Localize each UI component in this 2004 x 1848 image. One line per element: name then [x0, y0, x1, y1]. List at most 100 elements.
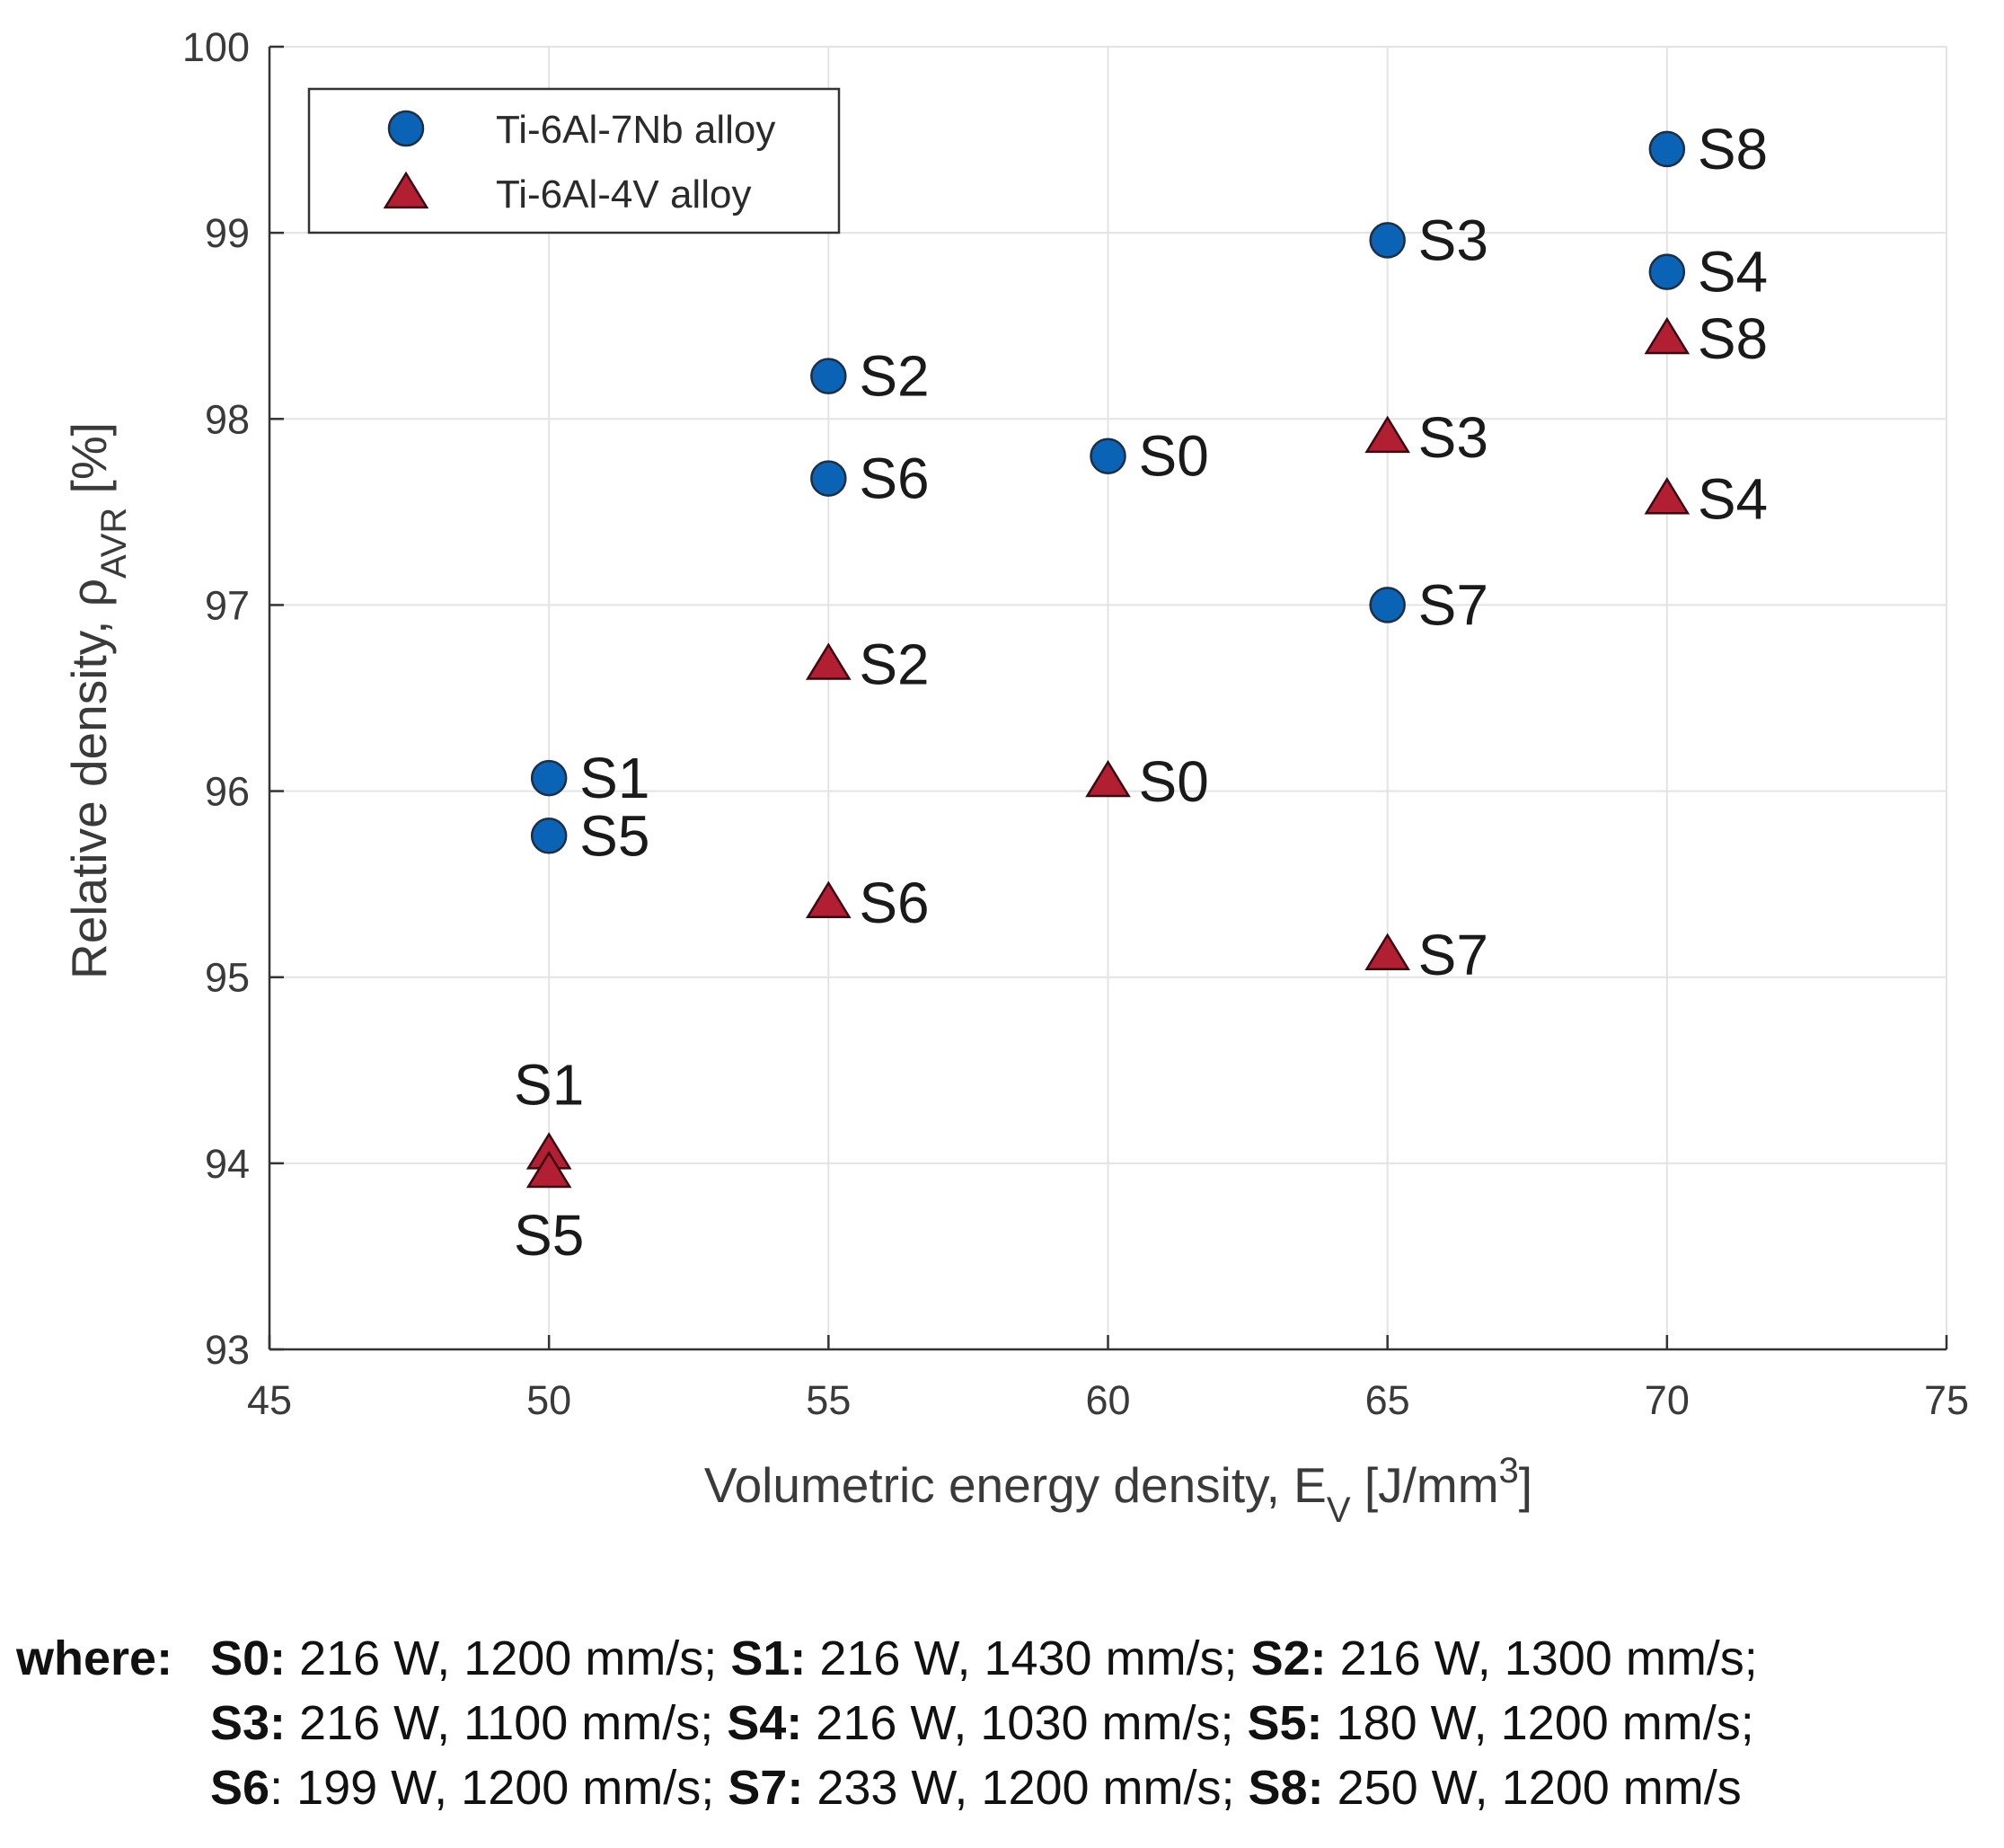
y-tick-label: 100 — [182, 24, 250, 70]
y-axis-title-unit: [%] — [61, 422, 117, 508]
footnote-key: S4: — [727, 1696, 803, 1750]
circle-marker-s5 — [530, 818, 568, 854]
y-axis-title-subscript: AVR — [94, 508, 134, 579]
grid — [269, 46, 1947, 1350]
y-tick-label: 96 — [205, 769, 250, 815]
footnote-value: 250 W, 1200 mm/s — [1323, 1761, 1742, 1815]
circle-marker-s3 — [1369, 222, 1406, 259]
footnote-item: S1: 216 W, 1430 mm/s; — [730, 1631, 1250, 1685]
legend-triangle-icon — [383, 171, 429, 209]
footnote-item: S2: 216 W, 1300 mm/s; — [1251, 1631, 1758, 1685]
y-axis-title-main: Relative density, ρ — [61, 579, 117, 979]
circle-marker-s2 — [810, 358, 847, 394]
x-axis-ticks: 45 50 55 60 65 70 75 — [247, 1335, 1969, 1423]
footnote-key: S5: — [1247, 1696, 1323, 1750]
point-label-s7: S7 — [1418, 572, 1488, 637]
legend: Ti-6Al-7Nb alloy Ti-6Al-4V alloy — [307, 87, 841, 234]
triangle-marker-s4 — [1644, 476, 1691, 515]
point-label-s8: S8 — [1698, 306, 1768, 371]
legend-circle-icon — [387, 110, 425, 147]
legend-entry-label: Ti-6Al-7Nb alloy — [496, 108, 775, 152]
x-tick-label: 60 — [1085, 1377, 1130, 1423]
footnote-item: S7: 233 W, 1200 mm/s; — [728, 1761, 1248, 1815]
footnote-line: where: S0: 216 W, 1200 mm/s; S1: 216 W, 1… — [0, 1626, 2004, 1691]
point-label-s4: S4 — [1698, 466, 1768, 531]
point-label-s6: S6 — [859, 447, 929, 511]
y-tick-label: 93 — [205, 1327, 250, 1373]
footnote-item: S0: 216 W, 1200 mm/s; — [210, 1631, 730, 1685]
y-axis-title: Relative density, ρAVR [%] — [61, 422, 134, 979]
footnote: where: S0: 216 W, 1200 mm/s; S1: 216 W, 1… — [0, 1626, 2004, 1820]
footnote-key: S3: — [210, 1696, 287, 1750]
y-tick-label: 98 — [205, 396, 250, 442]
x-tick-label: 75 — [1924, 1377, 1969, 1423]
footnote-item: S8: 250 W, 1200 mm/s — [1249, 1761, 1742, 1815]
x-tick-label: 50 — [526, 1377, 571, 1423]
y-tick-label: 95 — [205, 955, 250, 1001]
footnote-key: S2: — [1250, 1631, 1327, 1685]
data-points — [525, 130, 1691, 1189]
point-label-s0: S0 — [1139, 749, 1209, 814]
x-axis-title: Volumetric energy density, EV [J/mm3] — [704, 1451, 1532, 1530]
point-labels: S0 S1 S2 S3 S4 S5 S6 S7 S8 S0 S1 S2 S3 S4 S5 S6 S7 S8 — [514, 117, 1768, 1268]
point-label-s2: S2 — [859, 632, 929, 697]
point-label-s5: S5 — [514, 1203, 584, 1268]
triangle-marker-s6 — [806, 880, 852, 918]
point-label-s0: S0 — [1139, 424, 1209, 489]
footnote-value: 216 W, 1030 mm/s; — [802, 1696, 1248, 1750]
x-axis-title-unit-close: ] — [1519, 1457, 1532, 1513]
footnote-line: S3: 216 W, 1100 mm/s; S4: 216 W, 1030 mm… — [0, 1691, 2004, 1755]
x-axis-title-main: Volumetric energy density, E — [704, 1457, 1327, 1513]
footnote-item: S5: 180 W, 1200 mm/s; — [1248, 1696, 1754, 1750]
x-axis-title-subscript: V — [1327, 1490, 1351, 1530]
x-tick-label: 55 — [806, 1377, 851, 1423]
y-tick-label: 94 — [205, 1141, 250, 1187]
point-label-s6: S6 — [859, 871, 929, 935]
triangle-marker-s5 — [525, 1150, 572, 1189]
footnote-line: S6: 199 W, 1200 mm/s; S7: 233 W, 1200 mm… — [0, 1755, 2004, 1820]
footnote-item: S4: 216 W, 1030 mm/s; — [727, 1696, 1247, 1750]
y-tick-label: 97 — [205, 582, 250, 628]
triangle-marker-s0 — [1085, 759, 1131, 798]
footnote-key: S7: — [728, 1761, 804, 1815]
circle-marker-s4 — [1648, 253, 1686, 290]
circle-marker-s0 — [1090, 438, 1126, 474]
point-label-s3: S3 — [1418, 208, 1488, 272]
legend-entry-label: Ti-6Al-4V alloy — [496, 172, 751, 217]
point-label-s4: S4 — [1698, 240, 1768, 305]
x-tick-label: 65 — [1365, 1377, 1410, 1423]
footnote-value: 216 W, 1100 mm/s; — [286, 1696, 728, 1750]
triangle-marker-s2 — [806, 642, 852, 680]
point-label-s1: S1 — [579, 746, 649, 810]
triangle-marker-s7 — [1364, 933, 1410, 970]
point-label-s1: S1 — [514, 1053, 584, 1118]
footnote-key: S0: — [210, 1631, 287, 1685]
x-tick-label: 70 — [1645, 1377, 1690, 1423]
footnote-key: S6 — [210, 1761, 270, 1815]
point-label-s8: S8 — [1698, 117, 1768, 181]
y-axis-ticks: 93 94 95 96 97 98 99 100 — [182, 24, 284, 1373]
circle-marker-s8 — [1648, 130, 1686, 168]
point-label-s5: S5 — [579, 803, 649, 868]
circle-marker-s7 — [1369, 587, 1406, 623]
footnote-item: S6: 199 W, 1200 mm/s; — [210, 1761, 728, 1815]
footnote-key: S8: — [1248, 1761, 1324, 1815]
footnote-key: S1: — [730, 1631, 807, 1685]
triangle-marker-s8 — [1644, 316, 1691, 355]
point-label-s7: S7 — [1418, 923, 1488, 987]
circle-marker-s6 — [810, 460, 847, 497]
point-label-s3: S3 — [1418, 405, 1488, 470]
footnote-value: 233 W, 1200 mm/s; — [803, 1761, 1249, 1815]
point-label-s2: S2 — [859, 344, 929, 409]
x-tick-label: 45 — [247, 1377, 292, 1423]
circle-marker-s1 — [530, 759, 568, 797]
x-axis-title-unit: [J/mm — [1351, 1457, 1499, 1513]
footnote-item: S3: 216 W, 1100 mm/s; — [210, 1696, 727, 1750]
footnote-value: : 199 W, 1200 mm/s; — [269, 1761, 728, 1815]
y-tick-label: 99 — [205, 210, 250, 256]
triangle-marker-s3 — [1364, 415, 1410, 454]
footnote-value: 216 W, 1200 mm/s; — [286, 1631, 731, 1685]
footnote-prefix: where: — [16, 1631, 173, 1685]
footnote-value: 216 W, 1430 mm/s; — [806, 1631, 1251, 1685]
